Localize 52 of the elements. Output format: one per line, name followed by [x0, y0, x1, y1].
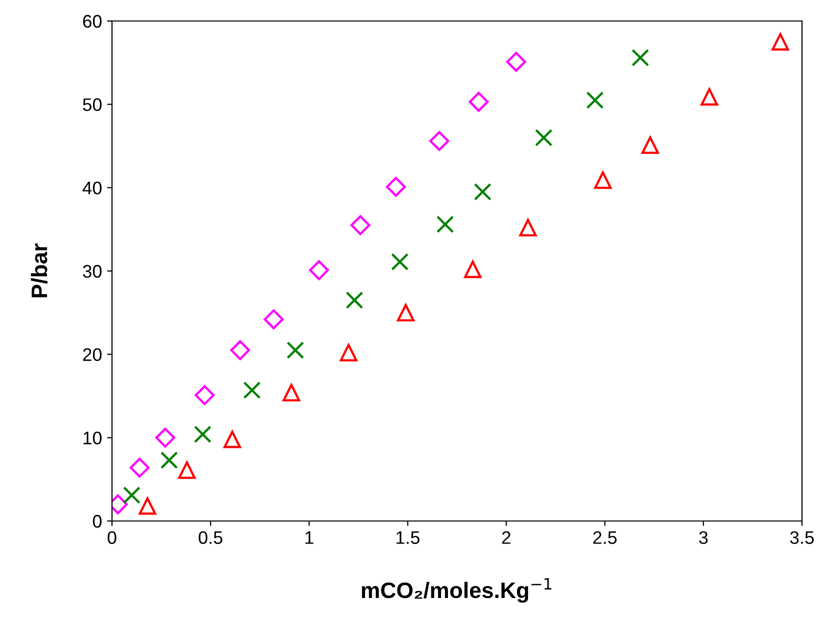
point: [194, 385, 215, 406]
point: [396, 304, 414, 322]
point: [594, 171, 612, 189]
point: [346, 291, 364, 309]
y-tick-label: 30: [82, 264, 102, 278]
x-tick-label: 2.5: [593, 531, 617, 544]
y-tick-label: 20: [83, 348, 102, 362]
y-tick-label: 60: [83, 14, 102, 28]
point: [264, 309, 284, 330]
point: [474, 183, 492, 201]
y-axis-title: P/bar: [30, 244, 48, 298]
point: [464, 260, 482, 278]
point: [534, 128, 552, 146]
y-tick-label: 0: [92, 514, 102, 528]
point: [350, 215, 370, 236]
point: [586, 91, 604, 109]
x-tick-label: 3: [699, 531, 708, 544]
point: [386, 176, 406, 197]
point: [286, 341, 304, 359]
point: [700, 88, 718, 106]
point: [772, 33, 790, 51]
point: [436, 216, 454, 234]
point: [155, 428, 176, 448]
x-tick-label: 2: [502, 531, 510, 544]
point: [468, 92, 489, 112]
point: [282, 384, 300, 402]
y-tick-label: 50: [82, 98, 102, 112]
point: [632, 48, 650, 66]
point: [391, 253, 409, 271]
point: [160, 451, 178, 469]
x-tick-label: 0: [108, 531, 116, 544]
point: [122, 486, 140, 504]
point: [519, 218, 537, 236]
point: [194, 426, 212, 444]
point: [309, 260, 329, 280]
y-tick-label: 40: [82, 182, 102, 194]
x-tick-label: 1: [306, 531, 314, 544]
point: [340, 344, 358, 362]
point: [138, 497, 156, 515]
x-axis-title: mCO₂/moles.Kg$^{−1}$: [362, 578, 552, 603]
point: [243, 381, 261, 399]
point: [178, 461, 196, 479]
point: [130, 458, 150, 478]
x-tick-label: 3.5: [790, 531, 814, 544]
y-tick-label: 10: [84, 432, 102, 444]
point: [224, 430, 242, 448]
point: [429, 131, 450, 151]
point: [230, 340, 250, 360]
point: [506, 52, 526, 72]
x-tick-label: 0.5: [198, 531, 222, 544]
point: [641, 136, 659, 154]
x-tick-label: 1.5: [396, 531, 420, 544]
